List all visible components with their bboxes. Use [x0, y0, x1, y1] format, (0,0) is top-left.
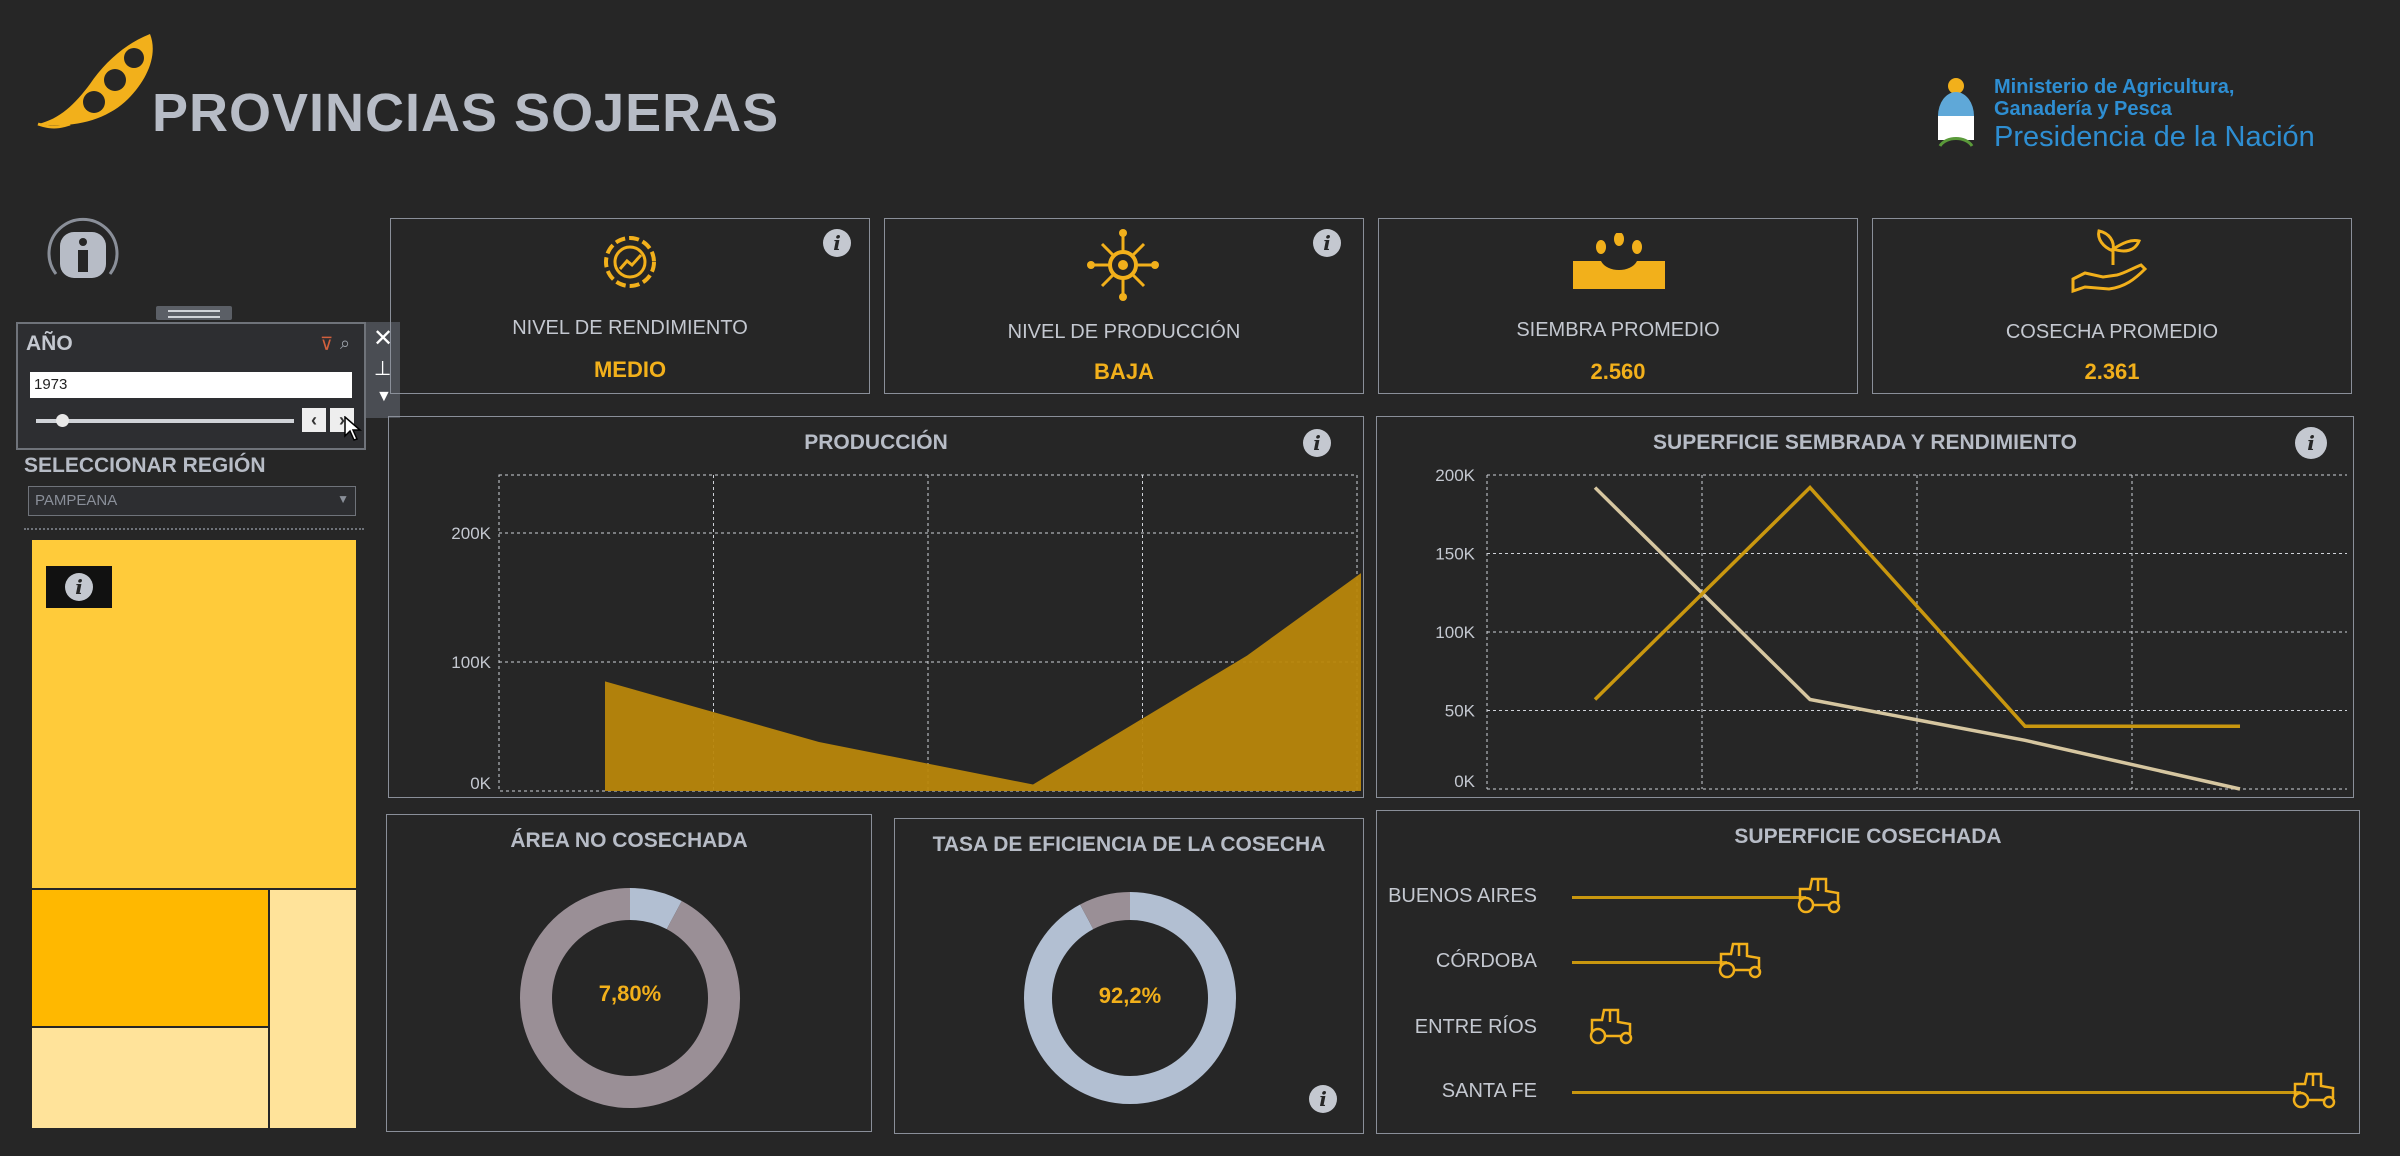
region-treemap: i: [32, 540, 356, 1128]
tractor-icon[interactable]: [1586, 1008, 1636, 1051]
region-filter-label: SELECCIONAR REGIÓN: [24, 454, 266, 477]
y-tick-label: 150K: [1435, 545, 1475, 564]
harvested-surface-panel: SUPERFICIE COSECHADA BUENOS AIRES CÓRDOBA…: [1376, 810, 2360, 1134]
harvest-efficiency-panel: TASA DE EFICIENCIA DE LA COSECHA 92,2% i: [894, 818, 1364, 1134]
ministry-logo-text: Ministerio de Agricultura, Ganadería y P…: [1994, 76, 2315, 154]
y-tick-label: 100K: [451, 653, 491, 672]
surface-line-chart: 0K 50K 100K 150K 200K: [1435, 466, 2347, 791]
pin-icon[interactable]: ⊥: [374, 358, 392, 380]
treemap-tile[interactable]: [32, 1028, 268, 1128]
info-icon[interactable]: i: [1303, 429, 1331, 457]
production-chart-title: PRODUCCIÓN: [804, 431, 948, 454]
treemap-info-button[interactable]: i: [46, 566, 112, 608]
hand-sprout-icon: [2069, 229, 2155, 304]
kpi-value: 2.361: [2084, 359, 2140, 384]
ministry-line-1: Ministerio de Agricultura,: [1994, 76, 2235, 98]
seed-soil-icon: [1571, 232, 1667, 298]
region-select-value: PAMPEANA: [35, 492, 118, 509]
unharvested-donut: [520, 888, 740, 1108]
province-label: ENTRE RÍOS: [1414, 1016, 1537, 1038]
year-slider-track[interactable]: [36, 414, 294, 427]
info-button[interactable]: [44, 214, 122, 292]
kpi-card-harvest: COSECHA PROMEDIO 2.361: [1872, 218, 2352, 394]
mouse-cursor-icon: [344, 415, 363, 447]
unharvested-value: 7,80%: [598, 981, 662, 1006]
kpi-label: SIEMBRA PROMEDIO: [1516, 319, 1720, 341]
unharvested-title: ÁREA NO COSECHADA: [510, 829, 748, 852]
page-title: PROVINCIAS SOJERAS: [152, 83, 780, 143]
kpi-card-sowing: SIEMBRA PROMEDIO 2.560: [1378, 218, 1858, 394]
year-slider-thumb[interactable]: [55, 414, 69, 427]
harvested-title: SUPERFICIE COSECHADA: [1734, 825, 2002, 848]
info-icon[interactable]: i: [1313, 229, 1341, 257]
surface-chart-panel: SUPERFICIE SEMBRADA Y RENDIMIENTO i 0K 50…: [1376, 416, 2354, 798]
tractor-icon[interactable]: [1794, 877, 1844, 920]
series-line-2: [1593, 485, 2240, 728]
kpi-value: 2.560: [1590, 359, 1646, 384]
search-icon[interactable]: ⌕: [340, 333, 351, 353]
y-tick-label: 200K: [1435, 466, 1475, 485]
kpi-label: NIVEL DE PRODUCCIÓN: [1007, 321, 1241, 343]
card-side-toolbar: ✕ ⊥ ▼: [366, 322, 400, 418]
close-icon[interactable]: ✕: [373, 325, 394, 352]
production-area: [605, 573, 1361, 791]
donut-slice: [629, 888, 682, 930]
tractor-icon[interactable]: [2289, 1072, 2339, 1115]
treemap-tile[interactable]: [32, 890, 268, 1026]
donut-slice: [1024, 892, 1236, 1104]
kpi-label: NIVEL DE RENDIMIENTO: [512, 317, 748, 339]
efficiency-donut: [1024, 892, 1236, 1104]
y-tick-label: 50K: [1445, 702, 1476, 721]
y-tick-label: 0K: [1454, 772, 1475, 791]
kpi-card-production: i NIVEL DE PRODUCCIÓN BAJA: [884, 218, 1364, 394]
province-label: BUENOS AIRES: [1388, 885, 1537, 907]
province-label: CÓRDOBA: [1435, 950, 1537, 972]
molecule-icon: [1085, 227, 1161, 308]
ministry-line-3: Presidencia de la Nación: [1994, 121, 2315, 153]
soy-pod-logo: [30, 24, 160, 134]
efficiency-title: TASA DE EFICIENCIA DE LA COSECHA: [932, 833, 1326, 856]
year-filter-card: AÑO ⊽ ⌕ 1973 ‹ ›: [16, 322, 366, 450]
region-select[interactable]: PAMPEANA ▼: [28, 486, 356, 516]
year-input[interactable]: 1973: [30, 372, 352, 398]
kpi-label: COSECHA PROMEDIO: [2005, 321, 2219, 343]
info-icon[interactable]: i: [823, 229, 851, 257]
province-label: SANTA FE: [1441, 1080, 1537, 1102]
treemap-tile[interactable]: [270, 890, 356, 1128]
chevron-down-icon[interactable]: ▼: [376, 388, 392, 405]
donut-slice: [520, 888, 740, 1108]
argentina-coat-of-arms-icon: [1934, 76, 1978, 148]
harvest-bar: [1572, 961, 1728, 964]
y-tick-label: 200K: [451, 524, 491, 543]
unharvested-area-panel: ÁREA NO COSECHADA 7,80%: [386, 814, 872, 1132]
chevron-down-icon: ▼: [337, 492, 349, 506]
efficiency-value: 92,2%: [1098, 983, 1162, 1008]
clear-filter-icon[interactable]: ⊽: [320, 334, 334, 354]
previous-year-button[interactable]: ‹: [302, 408, 326, 432]
harvest-bar: [1572, 896, 1807, 899]
kpi-value: BAJA: [1094, 359, 1154, 384]
ministry-line-2: Ganadería y Pesca: [1994, 98, 2172, 120]
donut-slice: [1080, 892, 1131, 930]
y-tick-label: 100K: [1435, 623, 1475, 642]
divider: [24, 528, 364, 530]
filter-drag-handle[interactable]: [156, 306, 232, 320]
kpi-card-yield: i NIVEL DE RENDIMIENTO MEDIO: [390, 218, 870, 394]
year-filter-label: AÑO: [26, 332, 73, 355]
gear-growth-icon: [595, 227, 665, 302]
surface-chart-title: SUPERFICIE SEMBRADA Y RENDIMIENTO: [1653, 431, 2077, 454]
y-tick-label: 0K: [470, 774, 491, 793]
tractor-icon[interactable]: [1715, 942, 1765, 985]
info-icon: i: [65, 573, 93, 601]
harvest-bar: [1572, 1091, 2301, 1094]
info-icon[interactable]: i: [2295, 427, 2327, 459]
info-icon[interactable]: i: [1309, 1085, 1337, 1113]
kpi-value: MEDIO: [593, 357, 667, 382]
